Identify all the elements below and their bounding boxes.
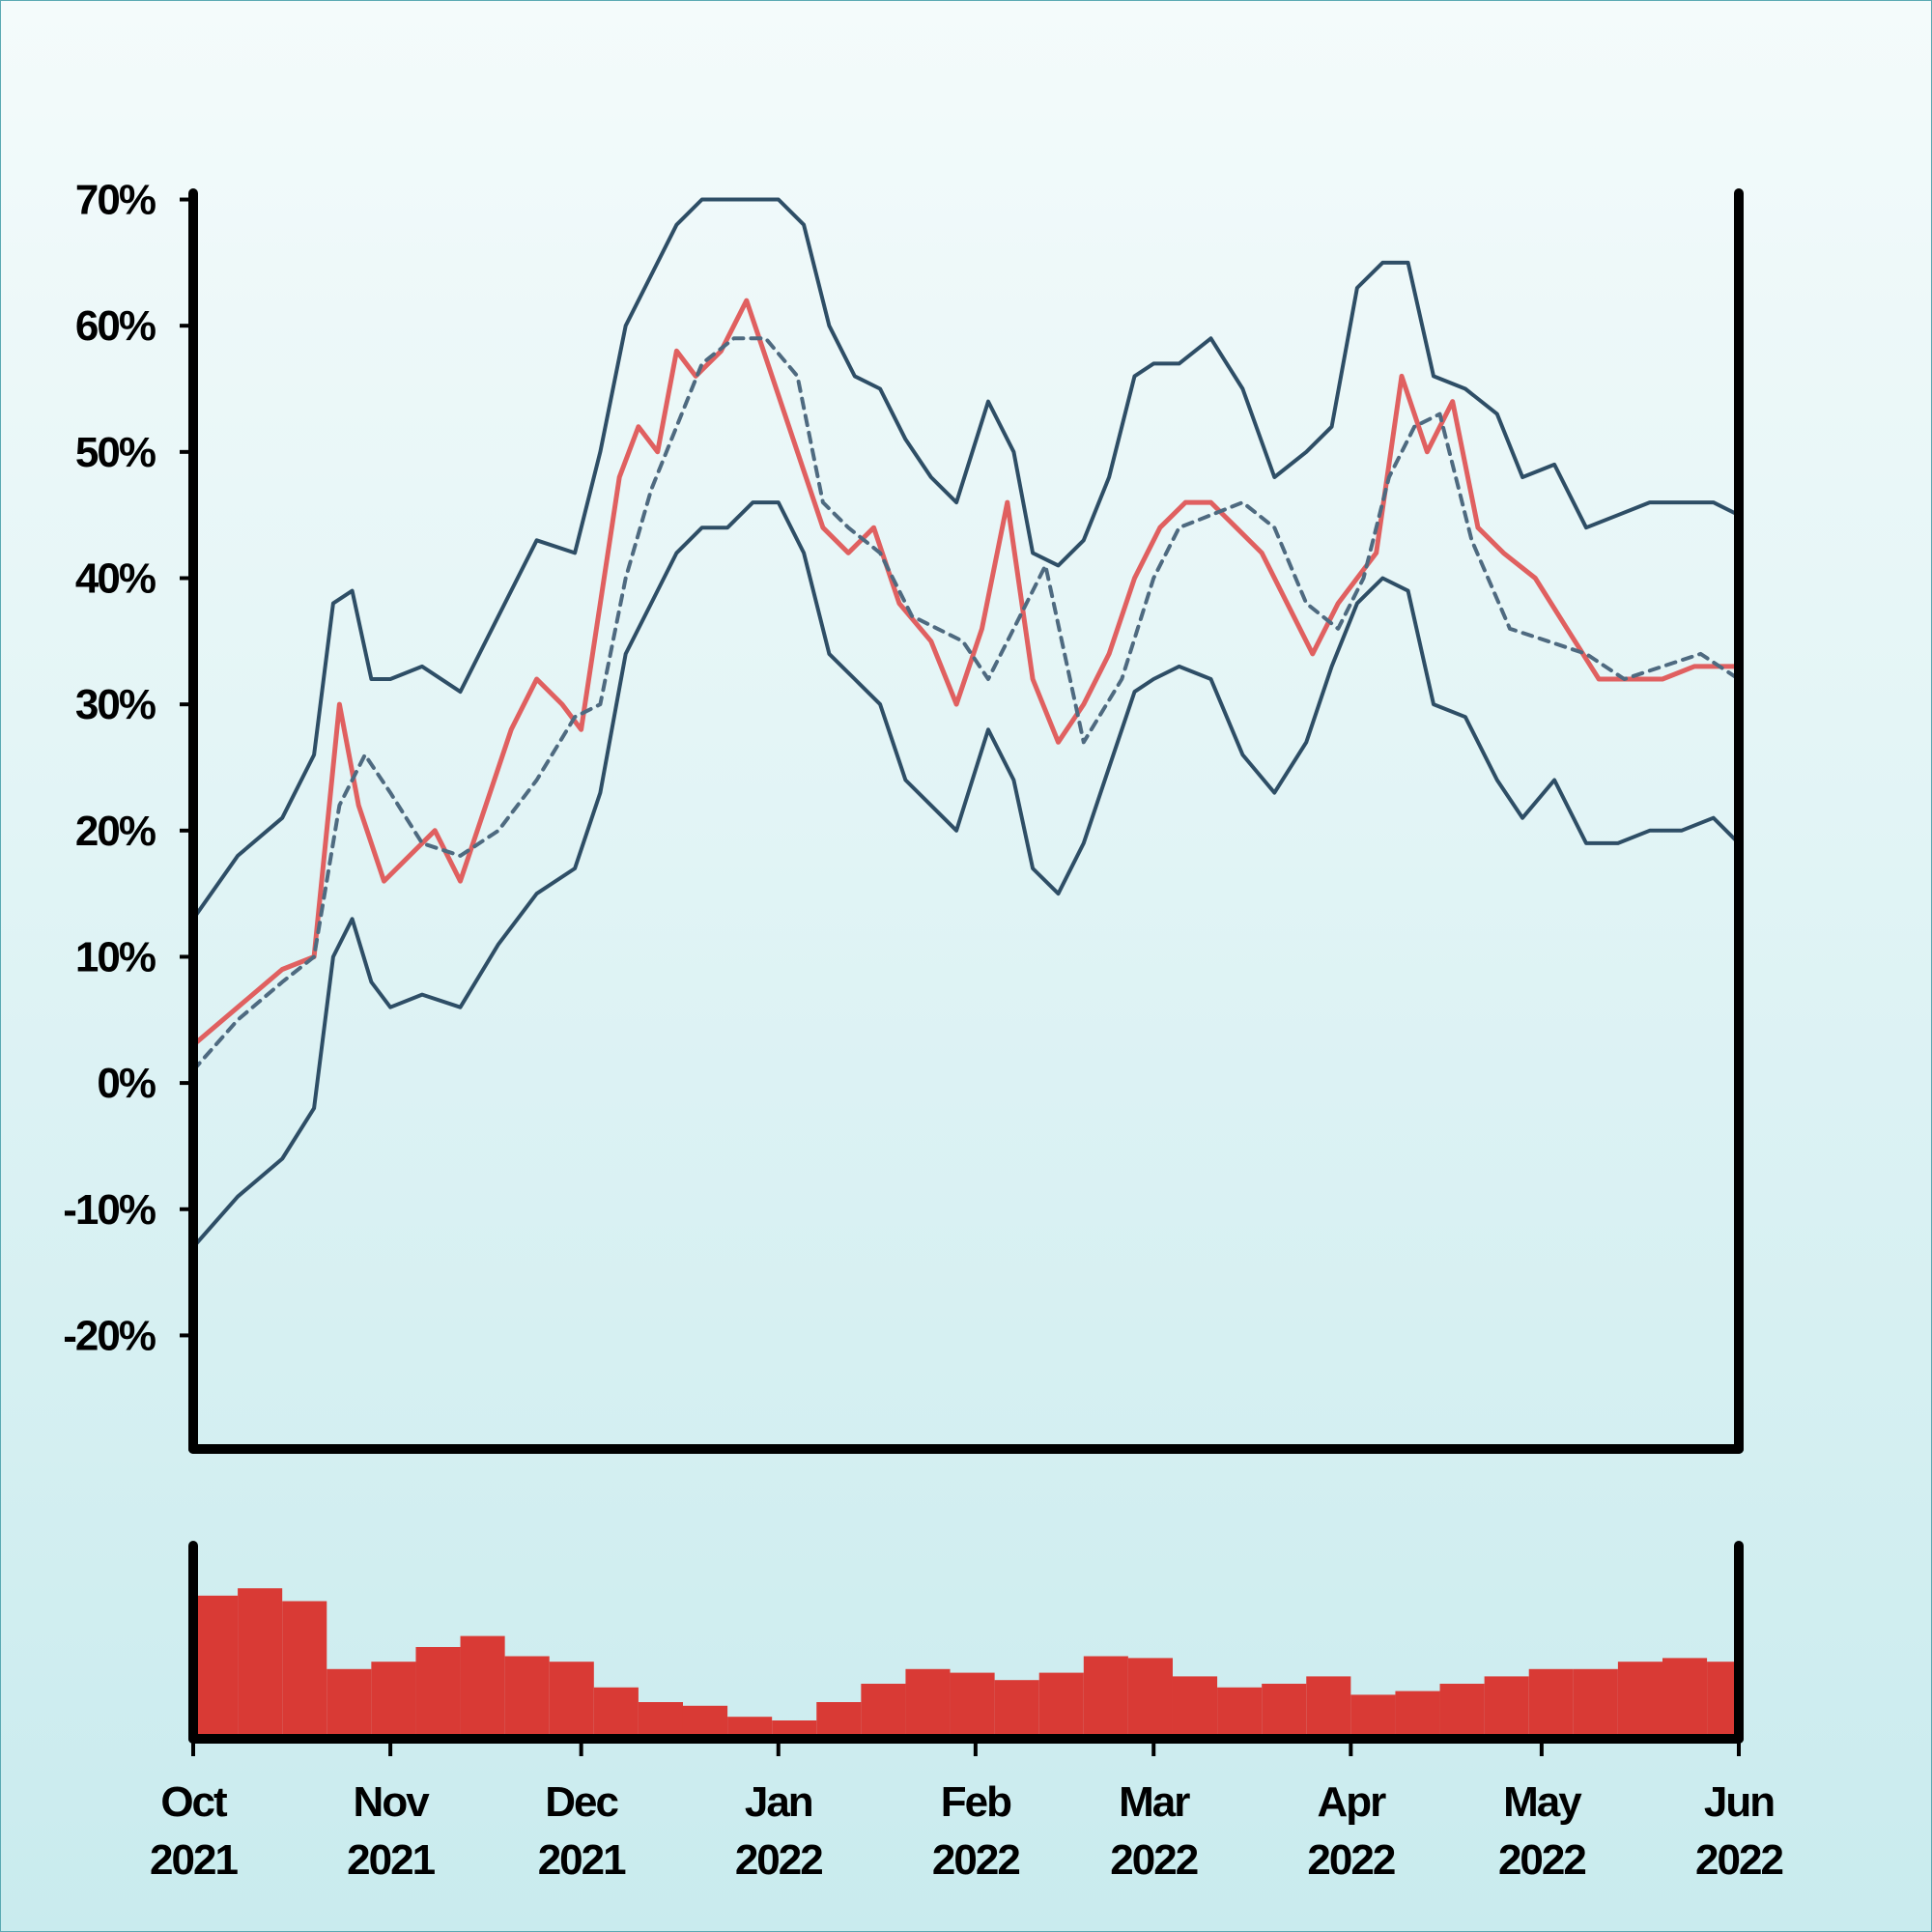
volume-bar — [327, 1668, 372, 1739]
price-line — [193, 298, 1739, 1048]
volume-bar — [371, 1662, 416, 1739]
volume-bar — [549, 1662, 594, 1739]
x-tick-year-label: 2022 — [1498, 1836, 1585, 1884]
y-tick-label: 0% — [97, 1060, 155, 1107]
x-tick-year-label: 2021 — [347, 1836, 435, 1884]
volume-bar — [1707, 1662, 1739, 1739]
y-tick-label: 70% — [75, 177, 156, 224]
y-tick-label: 10% — [75, 933, 156, 980]
volume-bar — [816, 1702, 862, 1739]
x-tick-year-label: 2022 — [1110, 1836, 1197, 1884]
volume-bar — [238, 1588, 283, 1739]
volume-bar — [1573, 1668, 1618, 1739]
volume-bar — [1617, 1662, 1662, 1739]
volume-bar — [1127, 1658, 1173, 1739]
price-panel: -20% -10% 0% 10% 20% 30% 40% 50% 60% 70% — [63, 177, 1744, 1454]
y-tick-label: -10% — [63, 1186, 156, 1234]
volume-bar — [994, 1680, 1039, 1739]
volume-bar — [460, 1635, 505, 1739]
midline-series — [193, 336, 1739, 1072]
volume-bar — [1395, 1690, 1440, 1739]
x-tick-month-label: Dec — [545, 1778, 618, 1826]
lower-band-line — [193, 500, 1739, 1249]
volume-bar — [950, 1672, 995, 1739]
x-tick-month-label: Nov — [354, 1778, 431, 1826]
volume-bar — [415, 1647, 461, 1739]
x-tick-year-label: 2022 — [735, 1836, 822, 1884]
volume-bar — [1038, 1672, 1084, 1739]
x-tick-month-label: Oct — [160, 1778, 228, 1826]
y-tick-label: 50% — [75, 429, 156, 476]
volume-bar — [1350, 1694, 1396, 1739]
volume-bar — [282, 1601, 327, 1739]
x-axis: Oct 2021 Nov 2021 Dec 2021 Jan 2022 Feb 2022 Mar 20… — [150, 1739, 1784, 1884]
x-tick-month-label: Mar — [1119, 1778, 1190, 1826]
x-tick-year-label: 2021 — [538, 1836, 626, 1884]
volume-bar — [1484, 1676, 1529, 1739]
volume-bar — [193, 1595, 239, 1739]
volume-bar — [682, 1705, 728, 1739]
volume-bar — [1306, 1676, 1351, 1739]
x-tick-year-label: 2021 — [150, 1836, 238, 1884]
x-tick-month-label: Apr — [1317, 1778, 1386, 1826]
volume-bar — [905, 1668, 951, 1739]
volume-bar — [1662, 1658, 1708, 1739]
y-tick-label: 20% — [75, 808, 156, 855]
x-tick-month-label: May — [1503, 1778, 1582, 1826]
y-tick-label: 30% — [75, 681, 156, 728]
volume-bar — [638, 1702, 683, 1739]
volume-bar — [593, 1687, 639, 1739]
y-tick-label: 60% — [75, 302, 156, 350]
volume-bar — [861, 1684, 906, 1739]
volume-bar — [727, 1717, 773, 1739]
x-tick-month-label: Jun — [1704, 1778, 1774, 1826]
x-tick-year-label: 2022 — [1695, 1836, 1782, 1884]
x-tick-year-label: 2022 — [932, 1836, 1019, 1884]
x-tick-month-label: Feb — [941, 1778, 1011, 1826]
x-tick-year-label: 2022 — [1307, 1836, 1394, 1884]
volume-bar — [1528, 1668, 1574, 1739]
volume-bar — [1083, 1656, 1128, 1739]
volume-bar — [1439, 1684, 1485, 1739]
x-tick-month-label: Jan — [745, 1778, 812, 1826]
volume-bar — [1262, 1684, 1307, 1739]
upper-band-line — [193, 197, 1739, 922]
volume-bar — [1217, 1687, 1263, 1739]
y-tick-label: 40% — [75, 554, 156, 602]
y-tick-label: -20% — [63, 1312, 156, 1359]
volume-bar — [1172, 1676, 1218, 1739]
volume-panel — [188, 1541, 1744, 1744]
volume-bar — [504, 1656, 550, 1739]
